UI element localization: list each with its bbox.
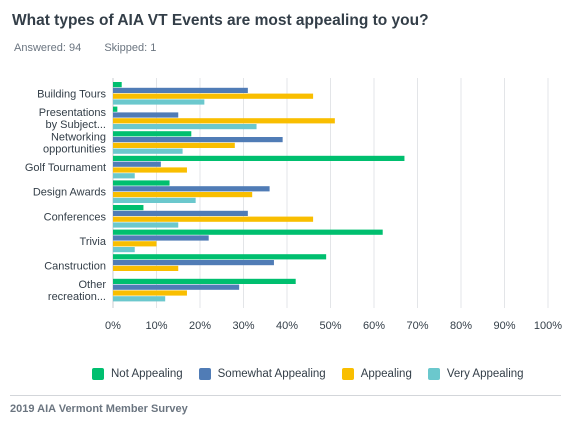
x-tick-label: 10% [145, 320, 167, 332]
bar-somewhat-appealing [113, 87, 248, 93]
x-tick-label: 20% [189, 320, 211, 332]
answered-count: Answered: 94 [14, 42, 82, 54]
x-tick-label: 60% [363, 320, 385, 332]
category-label: opportunities [43, 144, 106, 156]
x-tick-label: 50% [319, 320, 341, 332]
category-label: Other [78, 279, 106, 291]
bar-appealing [113, 265, 179, 271]
x-tick-label: 0% [105, 320, 121, 332]
bar-very-appealing [113, 173, 135, 179]
bar-very-appealing [113, 148, 183, 154]
bar-not-appealing [113, 106, 118, 112]
category-label: Conferences [44, 211, 107, 223]
bar-appealing [113, 216, 314, 222]
legend-item: Very Appealing [427, 368, 524, 380]
bar-very-appealing [113, 197, 196, 203]
bar-appealing [113, 290, 187, 296]
x-tick-label: 100% [534, 320, 562, 332]
skipped-count: Skipped: 1 [104, 42, 157, 54]
legend-label: Not Appealing [111, 368, 183, 380]
category-label: Trivia [80, 236, 107, 248]
category-label: Presentations [39, 107, 107, 119]
bar-not-appealing [113, 229, 383, 235]
bar-not-appealing [113, 131, 192, 137]
legend-item: Somewhat Appealing [198, 368, 326, 380]
bar-appealing [113, 93, 314, 99]
legend-swatch [427, 368, 440, 380]
bar-chart: 0% 10% 20% 30% 40% 50% 60% 70% 80% 90% 100% Buildin… [25, 78, 562, 332]
category-label: recreation... [48, 291, 106, 303]
bar-very-appealing [113, 296, 166, 302]
x-tick-label: 90% [493, 320, 515, 332]
bar-not-appealing [113, 254, 327, 260]
bar-not-appealing [113, 155, 405, 161]
bar-not-appealing [113, 205, 144, 211]
bar-not-appealing [113, 82, 122, 88]
category-label: by Subject... [45, 119, 106, 131]
category-label: Golf Tournament [25, 162, 106, 174]
response-counts: Answered: 94 Skipped: 1 [14, 42, 176, 54]
chart-legend: Not Appealing Somewhat Appealing Appealing… [92, 368, 540, 380]
category-label: Canstruction [44, 261, 106, 273]
bar-very-appealing [113, 99, 205, 105]
category-label: Design Awards [33, 187, 107, 199]
bar-very-appealing [113, 222, 179, 228]
bar-somewhat-appealing [113, 186, 270, 192]
bar-appealing [113, 167, 187, 173]
legend-swatch [341, 368, 354, 380]
bar-somewhat-appealing [113, 112, 179, 118]
bar-not-appealing [113, 180, 170, 186]
bar-somewhat-appealing [113, 284, 240, 290]
x-tick-label: 40% [276, 320, 298, 332]
bar-appealing [113, 118, 335, 124]
category-label: Networking [51, 132, 106, 144]
survey-question-title: What types of AIA VT Events are most app… [12, 12, 429, 29]
bar-not-appealing [113, 278, 296, 284]
bar-appealing [113, 241, 157, 247]
legend-item: Appealing [341, 368, 412, 380]
legend-swatch [92, 368, 104, 380]
x-tick-label: 30% [232, 320, 254, 332]
legend-swatch [198, 368, 211, 380]
bar-somewhat-appealing [113, 260, 274, 266]
bar-somewhat-appealing [113, 210, 248, 216]
legend-label: Appealing [360, 368, 412, 380]
legend-label: Somewhat Appealing [217, 368, 326, 380]
survey-footer: 2019 AIA Vermont Member Survey [10, 403, 188, 415]
legend-label: Very Appealing [446, 368, 524, 380]
bar-appealing [113, 142, 235, 148]
bar-very-appealing [113, 124, 257, 130]
bar-somewhat-appealing [113, 235, 209, 241]
footer-divider [10, 395, 561, 396]
bar-somewhat-appealing [113, 161, 161, 167]
bar-appealing [113, 192, 253, 198]
bar-very-appealing [113, 247, 135, 253]
x-tick-label: 80% [450, 320, 472, 332]
bar-somewhat-appealing [113, 137, 283, 143]
legend-item: Not Appealing [92, 368, 183, 380]
category-label: Building Tours [37, 88, 106, 100]
x-tick-label: 70% [406, 320, 428, 332]
